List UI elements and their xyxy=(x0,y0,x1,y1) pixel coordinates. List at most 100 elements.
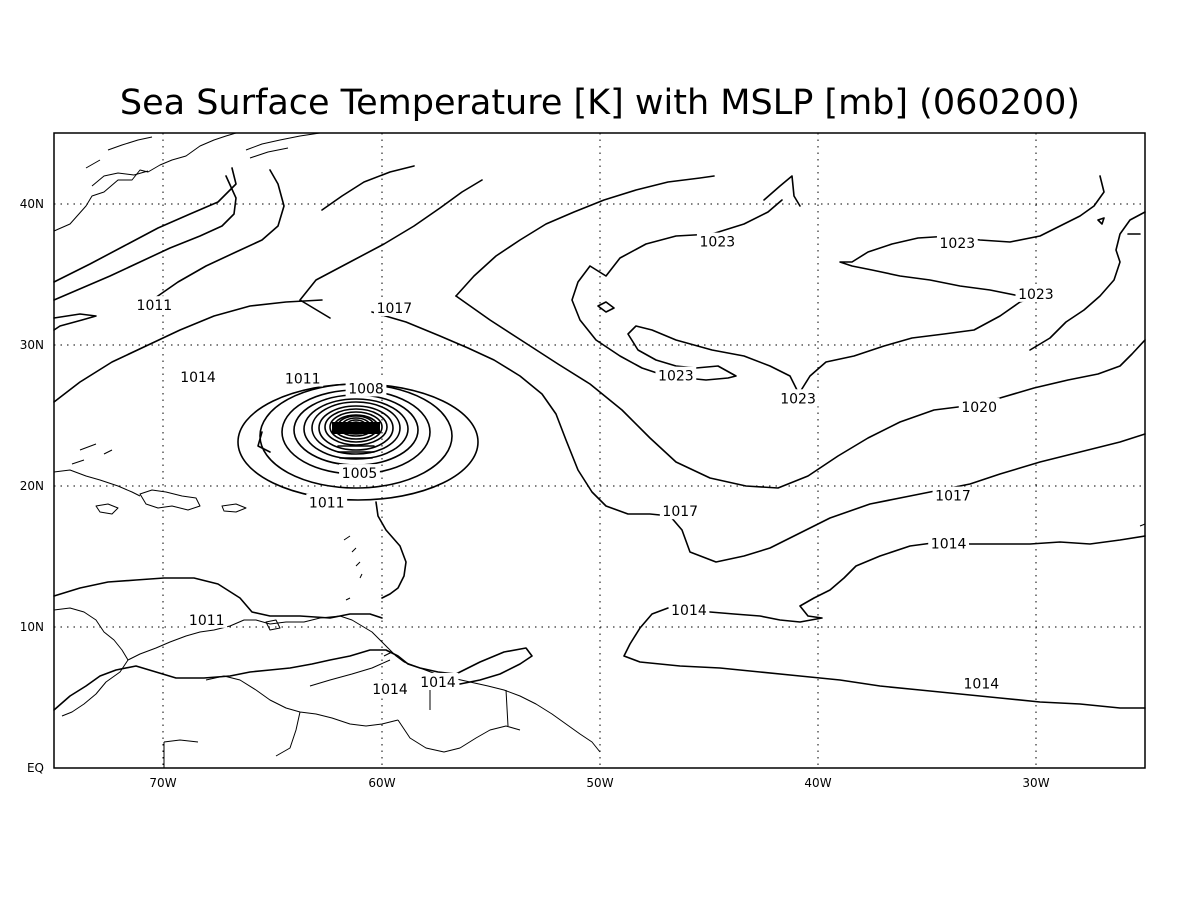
coastlines xyxy=(53,132,1146,768)
contour-label: 1011 xyxy=(309,496,345,512)
contour-label: 1023 xyxy=(940,236,976,252)
contour-1011-north xyxy=(53,175,237,301)
contour-label: 1014 xyxy=(931,537,967,553)
y-tick-40n: 40N xyxy=(20,197,44,211)
contour-label: 1008 xyxy=(348,381,384,397)
contour-1023-inner-blob xyxy=(597,217,1141,313)
coastline-cuba xyxy=(53,469,141,497)
contour-label-bg xyxy=(339,464,380,482)
contour-label-bg xyxy=(369,679,411,697)
coastline-venezuela-gulf xyxy=(309,659,391,687)
contour-1011-lower-left xyxy=(154,169,285,299)
contour-label-bg xyxy=(345,379,387,397)
low-pressure-system xyxy=(237,383,479,501)
contour-999-ring xyxy=(303,398,409,460)
y-axis-ticks: EQ 10N 20N 30N 40N xyxy=(20,197,44,775)
contour-1014-main xyxy=(53,299,323,403)
contour-990-ring xyxy=(324,408,388,446)
contour-label-bg xyxy=(417,672,459,690)
coastline-interior-borders xyxy=(163,675,521,768)
mslp-contours xyxy=(53,165,1146,711)
contour-996-ring xyxy=(311,401,401,455)
x-tick-30w: 30W xyxy=(1022,776,1049,790)
coastline-north-america xyxy=(53,132,237,232)
contour-993-ring xyxy=(318,405,394,451)
contour-label-bg xyxy=(133,296,175,314)
contour-1023-central xyxy=(571,199,799,393)
contour-label: 1014 xyxy=(964,676,1000,692)
contour-987-ring xyxy=(329,411,383,443)
contour-label: 1011 xyxy=(285,372,321,388)
coastline-new-england xyxy=(85,136,153,187)
contour-1011-south xyxy=(53,577,383,619)
contour-1020-upper-trough xyxy=(455,175,715,297)
contour-label-bg xyxy=(1015,284,1057,302)
coastline-bahamas xyxy=(71,443,113,465)
coastline-lesser-antilles xyxy=(265,535,393,657)
contour-1023-east xyxy=(799,297,1033,393)
contour-label: 1014 xyxy=(372,682,408,698)
contour-1023-northeast xyxy=(839,175,1105,299)
y-tick-eq: EQ xyxy=(27,761,44,775)
storm-core-dense xyxy=(332,422,380,434)
contour-label-bg xyxy=(659,502,701,520)
contour-label-bg xyxy=(696,232,738,250)
coastline-jamaica xyxy=(95,503,119,515)
contour-label: 1014 xyxy=(180,370,216,386)
y-tick-30n: 30N xyxy=(20,338,44,352)
contour-1014-south-west xyxy=(53,647,533,711)
contour-1020-upper-right xyxy=(763,175,801,207)
coastline-west-africa-edge xyxy=(1139,523,1146,527)
x-tick-70w: 70W xyxy=(149,776,176,790)
contour-1014-islands-arc xyxy=(375,501,407,599)
coastline-puerto-rico xyxy=(221,503,247,513)
x-tick-50w: 50W xyxy=(586,776,613,790)
contour-label: 1020 xyxy=(961,400,997,416)
contour-label: 1014 xyxy=(420,675,456,691)
contour-label: 1005 xyxy=(342,466,378,482)
contour-label: 1011 xyxy=(189,613,225,629)
x-axis-ticks: 70W 60W 50W 40W 30W xyxy=(149,776,1049,790)
contour-label-bg xyxy=(928,534,970,552)
map-frame xyxy=(53,132,1146,769)
contour-1020-upper xyxy=(321,165,415,211)
contour-label-bg xyxy=(958,397,1000,415)
contour-label: 1017 xyxy=(662,504,698,520)
x-tick-40w: 40W xyxy=(804,776,831,790)
contour-1020-main xyxy=(455,295,1146,489)
contour-label-bg xyxy=(306,493,348,511)
y-tick-20n: 20N xyxy=(20,479,44,493)
contour-label-bg xyxy=(777,389,819,407)
contour-1017-upper xyxy=(299,179,483,319)
contour-label: 1011 xyxy=(137,298,173,314)
y-tick-10n: 10N xyxy=(20,620,44,634)
contour-1011-bump xyxy=(257,431,271,453)
contour-labels: 1011 1017 1014 1011 1008 1005 1011 1011 1014 1014… xyxy=(133,232,1057,698)
contour-1017-main xyxy=(371,311,1146,563)
contour-1011-north-2 xyxy=(53,167,237,283)
contour-label-bg xyxy=(960,674,1002,692)
contour-label: 1023 xyxy=(780,391,816,407)
contour-label-bg xyxy=(282,369,324,387)
contour-label: 1023 xyxy=(658,369,694,385)
contour-label: 1023 xyxy=(700,235,736,251)
contour-label-bg xyxy=(936,234,978,252)
contour-label: 1017 xyxy=(377,301,413,317)
contour-label-bg xyxy=(373,298,415,316)
contour-label: 1014 xyxy=(671,603,707,619)
coastline-nova-scotia xyxy=(245,132,321,159)
contour-label-bg xyxy=(655,366,697,384)
contour-label: 1023 xyxy=(1018,287,1054,303)
contour-label-bg xyxy=(932,486,974,504)
contour-label-bg xyxy=(186,610,228,628)
contour-label-bg xyxy=(177,368,219,386)
contour-1014-westward xyxy=(53,313,97,331)
contour-label: 1017 xyxy=(935,489,971,505)
x-tick-60w: 60W xyxy=(368,776,395,790)
contour-label-bg xyxy=(668,600,710,618)
storm-core-label-clutter xyxy=(337,445,375,459)
coastline-central-america xyxy=(53,607,129,717)
coastline-hispaniola xyxy=(139,489,201,511)
